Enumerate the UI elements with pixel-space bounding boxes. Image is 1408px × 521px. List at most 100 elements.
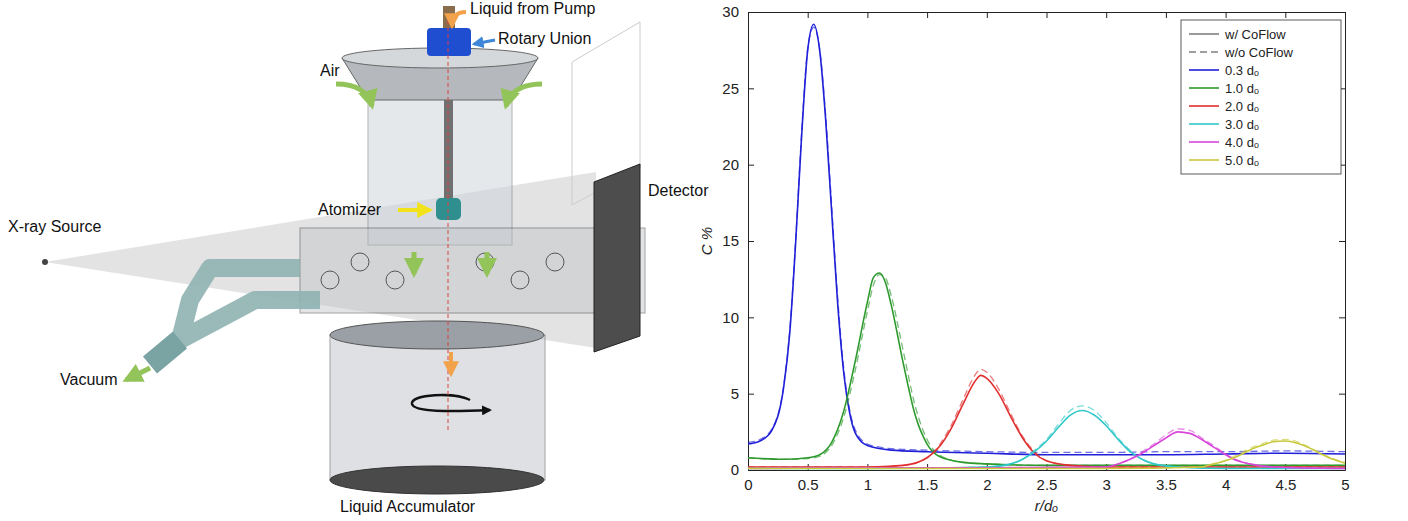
tick-mark <box>1339 317 1345 318</box>
tick-label: 5 <box>1341 476 1349 493</box>
series-line <box>748 432 1345 469</box>
chart: 00.511.522.533.544.55051015202530r/dₒC %… <box>698 3 1350 514</box>
tick-label: 0.5 <box>798 476 819 493</box>
tick-mark <box>867 12 868 18</box>
tick: 10 <box>722 309 754 326</box>
tick-label: 20 <box>722 156 739 173</box>
diagram-label: Liquid from Pump <box>470 0 595 17</box>
tick-mark <box>1339 12 1345 13</box>
legend-label: w/ CoFlow <box>1224 27 1286 42</box>
tick-label: 0 <box>731 461 739 478</box>
legend-label: w/o CoFlow <box>1224 45 1294 60</box>
tick: 25 <box>722 80 754 97</box>
y-axis-title: C % <box>698 227 715 255</box>
accumulator-top <box>330 321 544 349</box>
series-line <box>748 24 1345 455</box>
legend-swatch <box>1189 51 1219 53</box>
tick-label: 15 <box>722 232 739 249</box>
legend-swatch <box>1189 141 1219 143</box>
legend-label: 4.0 dₒ <box>1225 135 1259 150</box>
tick-label: 2 <box>983 476 991 493</box>
xray-source <box>42 259 48 265</box>
vacuum-arrow <box>126 368 150 380</box>
legend-swatch <box>1189 33 1219 35</box>
tick-mark <box>1166 12 1167 18</box>
legend-box <box>1181 20 1341 174</box>
detector <box>594 164 640 352</box>
tick <box>987 12 988 18</box>
diagram-label: Rotary Union <box>498 30 591 47</box>
series-line <box>748 369 1345 467</box>
tick-label: 5 <box>731 385 739 402</box>
vacuum-outlet <box>150 340 180 365</box>
tick-label: 3.5 <box>1156 476 1177 493</box>
tick-mark <box>748 317 754 318</box>
tick-mark <box>1339 241 1345 242</box>
legend-swatch <box>1189 87 1219 89</box>
tick: 0 <box>731 461 754 478</box>
exhaust-hole <box>386 271 404 289</box>
tick-mark <box>748 88 754 89</box>
tick: 30 <box>722 3 754 20</box>
tick-label: 10 <box>722 309 739 326</box>
axis-line <box>749 470 1346 471</box>
tick-mark <box>748 12 754 13</box>
accumulator-body <box>330 335 545 480</box>
diagram-label: X-ray Source <box>8 218 101 235</box>
exhaust-hole <box>351 253 369 271</box>
vacuum-pipe <box>180 268 320 340</box>
legend-label: 1.0 dₒ <box>1225 81 1259 96</box>
tick <box>808 12 809 18</box>
tick-label: 0 <box>744 476 752 493</box>
tick-label: 3 <box>1103 476 1111 493</box>
tick <box>867 12 868 18</box>
legend-label: 2.0 dₒ <box>1225 99 1259 114</box>
series-line <box>748 439 1345 468</box>
tick-mark <box>927 12 928 18</box>
x-axis-top <box>749 12 1346 18</box>
tick-mark <box>987 12 988 18</box>
legend-label: 5.0 dₒ <box>1225 153 1259 168</box>
tick <box>1047 12 1048 18</box>
tick-mark <box>748 241 754 242</box>
tick-label: 30 <box>722 3 739 20</box>
tick-label: 25 <box>722 80 739 97</box>
tick-label: 1.5 <box>917 476 938 493</box>
legend-label: 0.3 dₒ <box>1225 63 1259 78</box>
tick-mark <box>1339 470 1345 471</box>
tick: 5 <box>731 385 754 402</box>
diagram-label: Air <box>320 62 340 79</box>
tick-mark <box>1285 12 1286 18</box>
exhaust-hole <box>321 271 339 289</box>
axis-line <box>1345 13 1346 471</box>
tick: 15 <box>722 232 754 249</box>
tick-mark <box>748 470 754 471</box>
series-line <box>748 275 1345 466</box>
tick-mark <box>748 165 754 166</box>
tick <box>927 12 928 18</box>
rotation-arrow <box>412 395 490 411</box>
atomizer-arrow <box>398 208 430 212</box>
accumulator-bottom <box>330 466 544 494</box>
union-arrow <box>474 40 495 44</box>
tick-label: 4.5 <box>1275 476 1296 493</box>
tick-mark <box>748 394 754 395</box>
legend-swatch <box>1189 123 1219 125</box>
tick-mark <box>1226 12 1227 18</box>
apparatus-diagram: Liquid from PumpRotary UnionAirDetectorX… <box>8 0 709 515</box>
tick-mark <box>1106 12 1107 18</box>
series-line <box>748 375 1345 467</box>
exhaust-hole <box>546 253 564 271</box>
tick: 20 <box>722 156 754 173</box>
series-line <box>748 406 1345 469</box>
legend-swatch <box>1189 159 1219 161</box>
legend-label: 3.0 dₒ <box>1225 117 1259 132</box>
tick-label: 2.5 <box>1037 476 1058 493</box>
legend-swatch <box>1189 69 1219 71</box>
tick-mark <box>808 12 809 18</box>
tick-mark <box>1339 394 1345 395</box>
figure: Liquid from PumpRotary UnionAirDetectorX… <box>0 0 1408 521</box>
air-arrow <box>506 84 542 106</box>
liquid-arrow <box>452 12 466 26</box>
plot-background <box>748 12 1345 470</box>
